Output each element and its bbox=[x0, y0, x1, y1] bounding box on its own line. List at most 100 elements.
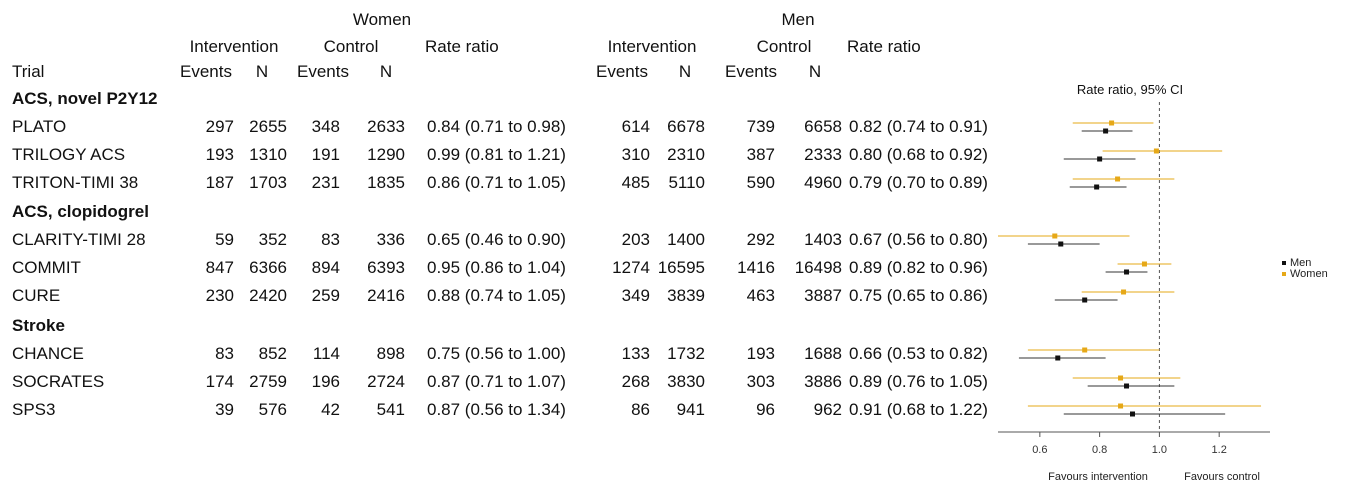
favours-control-label: Favours control bbox=[1184, 471, 1260, 483]
women-point-marker bbox=[1052, 233, 1058, 239]
cell: 1416 bbox=[737, 258, 775, 277]
women-rate-ratio-header: Rate ratio bbox=[425, 37, 499, 56]
cell: 231 bbox=[311, 173, 340, 192]
trial-name: CHANCE bbox=[12, 344, 84, 363]
cell: 303 bbox=[746, 372, 775, 391]
cell: 5110 bbox=[668, 173, 705, 192]
cell: 336 bbox=[376, 230, 405, 249]
cell: 485 bbox=[621, 173, 650, 192]
trial-name: CURE bbox=[12, 286, 61, 305]
cell: 114 bbox=[312, 344, 340, 363]
cell: 614 bbox=[621, 117, 650, 136]
women-point-marker bbox=[1118, 375, 1124, 381]
trial-name: PLATO bbox=[12, 117, 67, 136]
cell: 1732 bbox=[667, 344, 705, 363]
cell: 196 bbox=[311, 372, 340, 391]
trial-name: TRITON-TIMI 38 bbox=[12, 173, 139, 192]
women-int-n-header: N bbox=[255, 62, 269, 81]
cell: 3839 bbox=[667, 286, 705, 305]
men-point-marker bbox=[1103, 128, 1109, 134]
cell: 852 bbox=[258, 344, 287, 363]
men-ctl-events-header: Events bbox=[725, 62, 777, 81]
women-point-marker bbox=[1118, 403, 1124, 409]
cell: 6658 bbox=[804, 117, 842, 136]
cell: 0.87 (0.56 to 1.34) bbox=[427, 400, 566, 419]
section-label: ACS, novel P2Y12 bbox=[12, 89, 158, 108]
cell: 42 bbox=[321, 400, 340, 419]
forest-plot: Rate ratio, 95% CI 0.6 0.8 1.0 1.2 Favours in… bbox=[998, 82, 1328, 483]
cell: 0.86 (0.71 to 1.05) bbox=[427, 173, 566, 192]
women-point-marker bbox=[1082, 347, 1088, 353]
trial-name: SPS3 bbox=[12, 400, 56, 419]
cell: 463 bbox=[746, 286, 775, 305]
cell: 297 bbox=[205, 117, 234, 136]
men-point-marker bbox=[1082, 297, 1088, 303]
legend-label-men: Men bbox=[1290, 257, 1311, 269]
cell: 1274 bbox=[612, 258, 650, 277]
cell: 191 bbox=[311, 145, 340, 164]
women-int-events-header: Events bbox=[180, 62, 232, 81]
cell: 0.80 (0.68 to 0.92) bbox=[849, 145, 988, 164]
trial-name: SOCRATES bbox=[12, 372, 105, 391]
cell: 83 bbox=[215, 344, 234, 363]
cell: 2310 bbox=[667, 145, 705, 164]
cell: 2655 bbox=[249, 117, 287, 136]
trial-name: CLARITY-TIMI 28 bbox=[12, 230, 146, 249]
cell: 292 bbox=[746, 230, 775, 249]
cell: 0.75 (0.56 to 1.00) bbox=[427, 344, 566, 363]
cell: 310 bbox=[621, 145, 650, 164]
men-int-n-header: N bbox=[678, 62, 692, 81]
cell: 0.89 (0.76 to 1.05) bbox=[849, 372, 988, 391]
cell: 6366 bbox=[249, 258, 287, 277]
cell: 0.82 (0.74 to 0.91) bbox=[849, 117, 988, 136]
x-tick-label: 0.6 bbox=[1032, 444, 1047, 456]
cell: 941 bbox=[676, 400, 705, 419]
cell: 1835 bbox=[367, 173, 405, 192]
cell: 2333 bbox=[804, 145, 842, 164]
x-tick-label: 0.8 bbox=[1092, 444, 1107, 456]
cell: 83 bbox=[321, 230, 340, 249]
men-rate-ratio-header: Rate ratio bbox=[847, 37, 921, 56]
men-point-marker bbox=[1055, 355, 1061, 361]
x-tick-label: 1.0 bbox=[1152, 444, 1167, 456]
legend-label-women: Women bbox=[1290, 268, 1328, 280]
men-point-marker bbox=[1124, 269, 1130, 275]
cell: 230 bbox=[205, 286, 234, 305]
cell: 6393 bbox=[367, 258, 405, 277]
men-point-marker bbox=[1124, 383, 1130, 389]
cell: 0.84 (0.71 to 0.98) bbox=[427, 117, 566, 136]
cell: 1310 bbox=[249, 145, 287, 164]
cell: 39 bbox=[215, 400, 234, 419]
cell: 4960 bbox=[804, 173, 842, 192]
cell: 96 bbox=[756, 400, 775, 419]
cell: 0.87 (0.71 to 1.07) bbox=[427, 372, 566, 391]
men-point-marker bbox=[1058, 241, 1064, 247]
men-point-marker bbox=[1094, 184, 1100, 190]
women-point-marker bbox=[1141, 261, 1147, 267]
cell: 349 bbox=[621, 286, 650, 305]
cell: 2759 bbox=[249, 372, 287, 391]
cell: 3830 bbox=[667, 372, 705, 391]
cell: 576 bbox=[258, 400, 287, 419]
cell: 203 bbox=[621, 230, 650, 249]
cell: 0.89 (0.82 to 0.96) bbox=[849, 258, 988, 277]
cell: 2420 bbox=[249, 286, 287, 305]
cell: 847 bbox=[205, 258, 234, 277]
cell: 0.75 (0.65 to 0.86) bbox=[849, 286, 988, 305]
cell: 268 bbox=[621, 372, 650, 391]
men-group-header: Men bbox=[781, 10, 815, 29]
cell: 193 bbox=[205, 145, 234, 164]
cell: 174 bbox=[205, 372, 234, 391]
women-group-header: Women bbox=[352, 10, 412, 29]
cell: 541 bbox=[376, 400, 405, 419]
cell: 387 bbox=[746, 145, 775, 164]
men-int-events-header: Events bbox=[596, 62, 648, 81]
women-control-header: Control bbox=[323, 37, 379, 56]
legend-marker-men bbox=[1282, 261, 1286, 265]
cell: 59 bbox=[215, 230, 234, 249]
trial-name: TRILOGY ACS bbox=[12, 145, 126, 164]
cell: 1688 bbox=[804, 344, 842, 363]
cell: 1290 bbox=[367, 145, 405, 164]
favours-intervention-label: Favours intervention bbox=[1048, 471, 1148, 483]
trial-name: COMMIT bbox=[12, 258, 81, 277]
